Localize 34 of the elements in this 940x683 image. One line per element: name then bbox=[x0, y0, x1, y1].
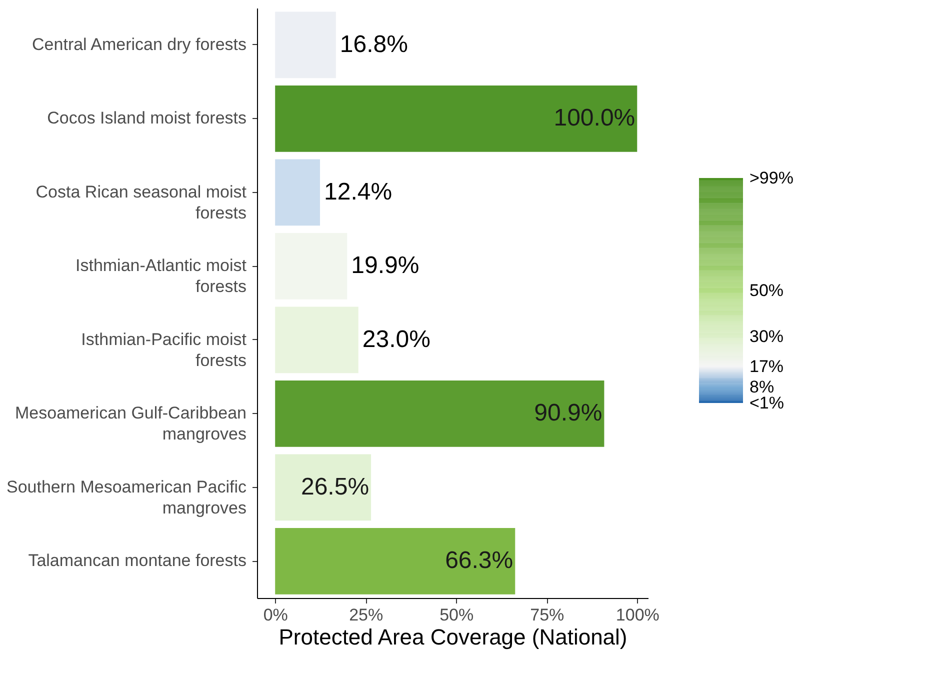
data-label: 26.5% bbox=[300, 473, 370, 500]
x-tick-label: 50% bbox=[440, 606, 474, 624]
data-label: 90.9% bbox=[534, 400, 602, 427]
color-bar-label: 50% bbox=[750, 281, 784, 300]
y-tick-label: Mesoamerican Gulf-Caribbean mangroves bbox=[15, 404, 246, 444]
y-tick-label: Talamancan montane forests bbox=[28, 551, 246, 570]
x-tick-label: 75% bbox=[530, 606, 564, 624]
y-tick-label: Southern Mesoamerican Pacific mangroves bbox=[6, 477, 247, 518]
data-label: 19.9% bbox=[351, 252, 420, 280]
x-tick-label: 25% bbox=[349, 606, 384, 624]
y-tick-label: Central American dry forests bbox=[32, 34, 246, 54]
color-bar-label: 17% bbox=[750, 356, 784, 376]
data-label: 16.8% bbox=[340, 30, 408, 58]
bar bbox=[275, 454, 372, 521]
data-label: 23.0% bbox=[362, 326, 430, 353]
y-tick-label: Costa Rican seasonal moist forests bbox=[36, 182, 247, 222]
x-tick-label: 0% bbox=[263, 606, 288, 624]
x-tick-label: 100% bbox=[616, 606, 660, 624]
bar bbox=[275, 159, 320, 226]
color-bar-label: 30% bbox=[750, 326, 784, 346]
data-label: 12.4% bbox=[324, 178, 392, 206]
data-label: 100.0% bbox=[554, 104, 636, 132]
color-bar-label: >99% bbox=[750, 168, 794, 188]
x-axis-title: Protected Area Coverage (National) bbox=[278, 624, 628, 650]
y-tick-label: Isthmian-Atlantic moist forests bbox=[76, 256, 247, 296]
data-label: 66.3% bbox=[445, 547, 514, 574]
bar bbox=[275, 528, 516, 594]
bar bbox=[275, 85, 638, 152]
bar bbox=[275, 306, 358, 374]
y-tick-label: Isthmian-Pacific moist forests bbox=[81, 330, 247, 370]
bar bbox=[275, 380, 604, 447]
color-bar-label: 8% bbox=[750, 377, 774, 396]
y-tick-label: Cocos Island moist forests bbox=[47, 108, 246, 128]
color-bar-label: <1% bbox=[750, 394, 784, 412]
